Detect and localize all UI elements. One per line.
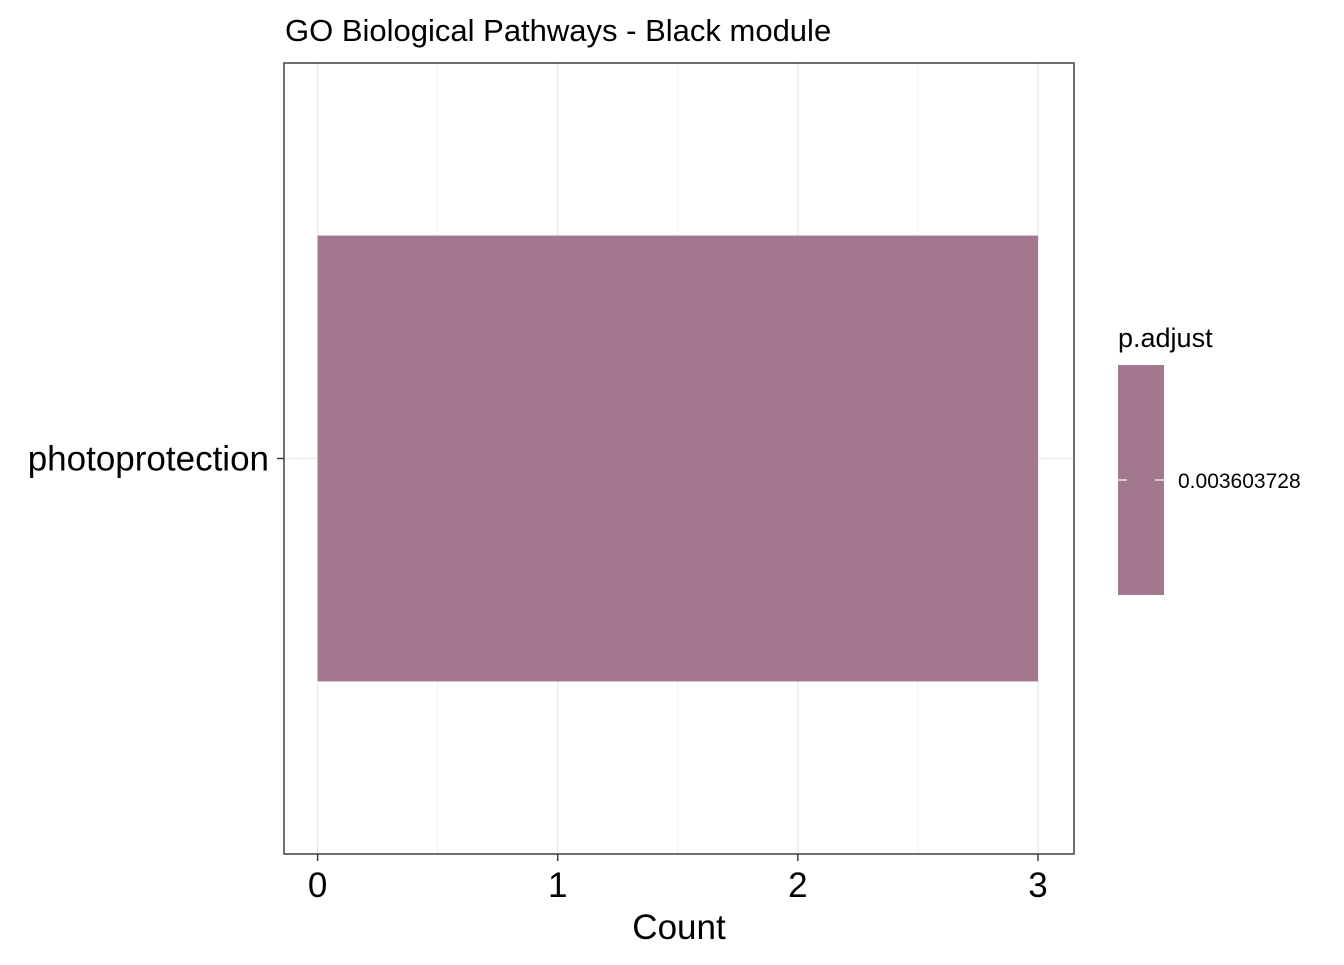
x-axis-title: Count — [632, 908, 726, 947]
x-tick-label: 3 — [1028, 866, 1047, 905]
legend-title: p.adjust — [1118, 323, 1213, 353]
legend: p.adjust 0.003603728 — [1118, 323, 1301, 595]
x-tick-label: 2 — [788, 866, 807, 905]
x-tick-label: 0 — [308, 866, 327, 905]
bar-layer — [317, 235, 1038, 682]
bar — [317, 235, 1038, 682]
y-tick-label: photoprotection — [28, 440, 269, 479]
chart-title: GO Biological Pathways - Black module — [285, 13, 831, 48]
x-tick-label: 1 — [548, 866, 567, 905]
axis-layer: photoprotection 0 1 2 3 — [28, 440, 1048, 906]
legend-label: 0.003603728 — [1178, 470, 1301, 493]
